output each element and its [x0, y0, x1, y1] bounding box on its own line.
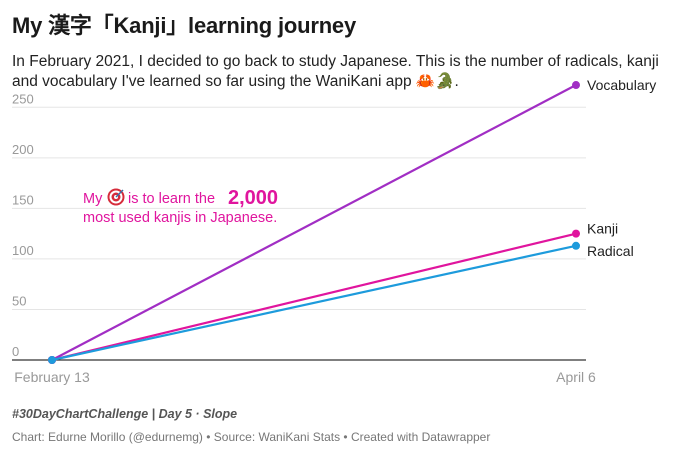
svg-text:is to learn the: is to learn the	[128, 191, 215, 207]
data-point-vocabulary	[572, 81, 580, 90]
y-tick-label: 200	[12, 142, 34, 157]
data-point-kanji	[572, 229, 580, 238]
y-tick-label: 150	[12, 192, 34, 207]
series-label-radical: Radical	[587, 243, 634, 259]
series-line-kanji	[51, 232, 577, 362]
series-line-vocabulary	[51, 84, 577, 361]
annotation-text-2: is to learn the	[128, 191, 215, 207]
y-tick-label: 100	[12, 243, 34, 258]
data-point-radical	[48, 356, 56, 364]
annotation-text-3: most used kanjis in Japanese.	[83, 210, 277, 226]
annotation-goal-number: 2,000	[228, 187, 278, 209]
series-label-kanji: Kanji	[587, 221, 618, 237]
series-line-radical	[51, 244, 577, 362]
footer-tagline: #30DayChartChallenge | Day 5 · Slope	[12, 407, 238, 421]
svg-text:My: My	[83, 191, 103, 207]
grid	[12, 106, 586, 361]
y-tick-label: 0	[12, 344, 19, 359]
goal-annotation: My is to learn the 2,000 most used kanji…	[83, 187, 278, 226]
y-tick-label: 50	[12, 293, 26, 308]
dart-target-icon	[107, 188, 125, 206]
x-tick-label: February 13	[14, 369, 90, 385]
footer-source: Chart: Edurne Morillo (@edurnemg) • Sour…	[12, 430, 491, 444]
y-tick-label: 250	[12, 91, 34, 106]
chart-subtitle: In February 2021, I decided to go back t…	[12, 53, 659, 90]
annotation-text-1: My	[83, 191, 103, 207]
chart-title: My 漢字「Kanji」learning journey	[12, 13, 357, 38]
data-point-radical	[572, 241, 580, 250]
y-axis-ticks: 0 50 100 150 200 250	[12, 91, 34, 359]
series-label-vocabulary: Vocabulary	[587, 77, 656, 93]
x-axis-ticks: February 13 April 6	[14, 369, 596, 385]
series-labels: Vocabulary Kanji Radical	[587, 77, 656, 259]
x-tick-label: April 6	[556, 369, 596, 385]
series-lines	[48, 81, 580, 364]
